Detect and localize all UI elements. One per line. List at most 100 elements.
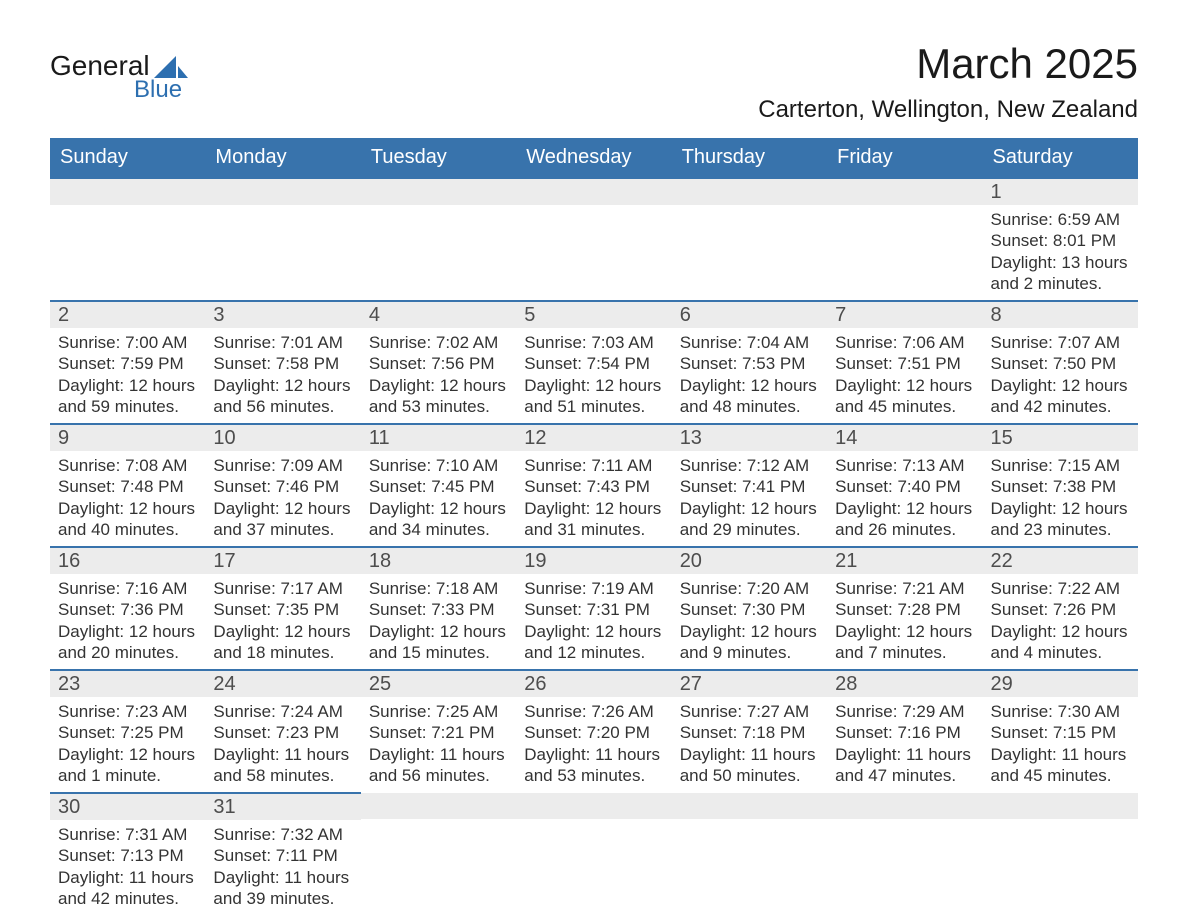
calendar-cell <box>983 793 1138 915</box>
sunset-text: Sunset: 7:36 PM <box>58 599 197 620</box>
day-header: Friday <box>827 138 982 178</box>
sunrise-text: Sunrise: 7:00 AM <box>58 332 197 353</box>
day-header-row: Sunday Monday Tuesday Wednesday Thursday… <box>50 138 1138 178</box>
day-details: Sunrise: 7:23 AMSunset: 7:25 PMDaylight:… <box>50 697 205 792</box>
day-header: Sunday <box>50 138 205 178</box>
daylight-text: Daylight: 11 hours and 39 minutes. <box>213 867 352 910</box>
day-details: Sunrise: 7:12 AMSunset: 7:41 PMDaylight:… <box>672 451 827 546</box>
calendar-cell <box>672 178 827 301</box>
day-number: 18 <box>361 548 516 574</box>
day-number: 9 <box>50 425 205 451</box>
sunrise-text: Sunrise: 7:01 AM <box>213 332 352 353</box>
day-number: 24 <box>205 671 360 697</box>
sunrise-text: Sunrise: 7:15 AM <box>991 455 1130 476</box>
day-details: Sunrise: 7:31 AMSunset: 7:13 PMDaylight:… <box>50 820 205 915</box>
daylight-text: Daylight: 12 hours and 48 minutes. <box>680 375 819 418</box>
calendar-cell <box>827 178 982 301</box>
day-details: Sunrise: 7:29 AMSunset: 7:16 PMDaylight:… <box>827 697 982 792</box>
day-details: Sunrise: 7:20 AMSunset: 7:30 PMDaylight:… <box>672 574 827 669</box>
calendar-cell: 19Sunrise: 7:19 AMSunset: 7:31 PMDayligh… <box>516 547 671 670</box>
daylight-text: Daylight: 12 hours and 34 minutes. <box>369 498 508 541</box>
daylight-text: Daylight: 11 hours and 45 minutes. <box>991 744 1130 787</box>
sunrise-text: Sunrise: 7:21 AM <box>835 578 974 599</box>
day-header: Tuesday <box>361 138 516 178</box>
daylight-text: Daylight: 11 hours and 47 minutes. <box>835 744 974 787</box>
empty-day-bar <box>205 179 360 205</box>
daylight-text: Daylight: 11 hours and 53 minutes. <box>524 744 663 787</box>
sunset-text: Sunset: 7:56 PM <box>369 353 508 374</box>
day-number: 29 <box>983 671 1138 697</box>
calendar-cell <box>50 178 205 301</box>
calendar-cell: 2Sunrise: 7:00 AMSunset: 7:59 PMDaylight… <box>50 301 205 424</box>
sunrise-text: Sunrise: 7:26 AM <box>524 701 663 722</box>
daylight-text: Daylight: 12 hours and 40 minutes. <box>58 498 197 541</box>
sunset-text: Sunset: 7:21 PM <box>369 722 508 743</box>
sunset-text: Sunset: 7:43 PM <box>524 476 663 497</box>
day-number: 12 <box>516 425 671 451</box>
day-details: Sunrise: 7:18 AMSunset: 7:33 PMDaylight:… <box>361 574 516 669</box>
calendar-cell: 24Sunrise: 7:24 AMSunset: 7:23 PMDayligh… <box>205 670 360 793</box>
day-number: 10 <box>205 425 360 451</box>
calendar-table: Sunday Monday Tuesday Wednesday Thursday… <box>50 138 1138 915</box>
day-details: Sunrise: 7:17 AMSunset: 7:35 PMDaylight:… <box>205 574 360 669</box>
sunset-text: Sunset: 7:13 PM <box>58 845 197 866</box>
sunrise-text: Sunrise: 7:17 AM <box>213 578 352 599</box>
day-details: Sunrise: 7:01 AMSunset: 7:58 PMDaylight:… <box>205 328 360 423</box>
day-number: 23 <box>50 671 205 697</box>
day-details: Sunrise: 7:13 AMSunset: 7:40 PMDaylight:… <box>827 451 982 546</box>
calendar-cell: 1Sunrise: 6:59 AMSunset: 8:01 PMDaylight… <box>983 178 1138 301</box>
sunset-text: Sunset: 7:35 PM <box>213 599 352 620</box>
calendar-body: 1Sunrise: 6:59 AMSunset: 8:01 PMDaylight… <box>50 178 1138 915</box>
sunrise-text: Sunrise: 7:02 AM <box>369 332 508 353</box>
daylight-text: Daylight: 11 hours and 50 minutes. <box>680 744 819 787</box>
sunset-text: Sunset: 7:48 PM <box>58 476 197 497</box>
day-details: Sunrise: 7:10 AMSunset: 7:45 PMDaylight:… <box>361 451 516 546</box>
sunset-text: Sunset: 7:45 PM <box>369 476 508 497</box>
daylight-text: Daylight: 12 hours and 45 minutes. <box>835 375 974 418</box>
calendar-week-row: 1Sunrise: 6:59 AMSunset: 8:01 PMDaylight… <box>50 178 1138 301</box>
sunset-text: Sunset: 7:18 PM <box>680 722 819 743</box>
day-details: Sunrise: 7:26 AMSunset: 7:20 PMDaylight:… <box>516 697 671 792</box>
daylight-text: Daylight: 12 hours and 7 minutes. <box>835 621 974 664</box>
day-details: Sunrise: 7:04 AMSunset: 7:53 PMDaylight:… <box>672 328 827 423</box>
day-details: Sunrise: 7:27 AMSunset: 7:18 PMDaylight:… <box>672 697 827 792</box>
day-details: Sunrise: 7:19 AMSunset: 7:31 PMDaylight:… <box>516 574 671 669</box>
day-number: 30 <box>50 794 205 820</box>
day-details: Sunrise: 7:30 AMSunset: 7:15 PMDaylight:… <box>983 697 1138 792</box>
day-details: Sunrise: 7:32 AMSunset: 7:11 PMDaylight:… <box>205 820 360 915</box>
sunrise-text: Sunrise: 7:16 AM <box>58 578 197 599</box>
day-details: Sunrise: 7:24 AMSunset: 7:23 PMDaylight:… <box>205 697 360 792</box>
calendar-week-row: 23Sunrise: 7:23 AMSunset: 7:25 PMDayligh… <box>50 670 1138 793</box>
calendar-week-row: 2Sunrise: 7:00 AMSunset: 7:59 PMDaylight… <box>50 301 1138 424</box>
calendar-cell <box>361 793 516 915</box>
calendar-cell: 6Sunrise: 7:04 AMSunset: 7:53 PMDaylight… <box>672 301 827 424</box>
calendar-cell: 20Sunrise: 7:20 AMSunset: 7:30 PMDayligh… <box>672 547 827 670</box>
day-header: Wednesday <box>516 138 671 178</box>
day-details: Sunrise: 6:59 AMSunset: 8:01 PMDaylight:… <box>983 205 1138 300</box>
sunrise-text: Sunrise: 7:29 AM <box>835 701 974 722</box>
sunset-text: Sunset: 7:16 PM <box>835 722 974 743</box>
calendar-cell <box>361 178 516 301</box>
sunrise-text: Sunrise: 7:30 AM <box>991 701 1130 722</box>
day-number: 6 <box>672 302 827 328</box>
day-details: Sunrise: 7:02 AMSunset: 7:56 PMDaylight:… <box>361 328 516 423</box>
sunrise-text: Sunrise: 7:09 AM <box>213 455 352 476</box>
calendar-cell: 15Sunrise: 7:15 AMSunset: 7:38 PMDayligh… <box>983 424 1138 547</box>
sunrise-text: Sunrise: 7:13 AM <box>835 455 974 476</box>
sunset-text: Sunset: 7:20 PM <box>524 722 663 743</box>
day-details: Sunrise: 7:22 AMSunset: 7:26 PMDaylight:… <box>983 574 1138 669</box>
calendar-cell: 10Sunrise: 7:09 AMSunset: 7:46 PMDayligh… <box>205 424 360 547</box>
day-number: 20 <box>672 548 827 574</box>
sunset-text: Sunset: 7:26 PM <box>991 599 1130 620</box>
empty-day-bar <box>827 793 982 819</box>
calendar-week-row: 30Sunrise: 7:31 AMSunset: 7:13 PMDayligh… <box>50 793 1138 915</box>
daylight-text: Daylight: 13 hours and 2 minutes. <box>991 252 1130 295</box>
day-details: Sunrise: 7:15 AMSunset: 7:38 PMDaylight:… <box>983 451 1138 546</box>
calendar-cell: 23Sunrise: 7:23 AMSunset: 7:25 PMDayligh… <box>50 670 205 793</box>
calendar-cell: 21Sunrise: 7:21 AMSunset: 7:28 PMDayligh… <box>827 547 982 670</box>
day-number: 17 <box>205 548 360 574</box>
empty-day-body <box>516 205 671 277</box>
calendar-week-row: 9Sunrise: 7:08 AMSunset: 7:48 PMDaylight… <box>50 424 1138 547</box>
day-number: 21 <box>827 548 982 574</box>
day-number: 19 <box>516 548 671 574</box>
